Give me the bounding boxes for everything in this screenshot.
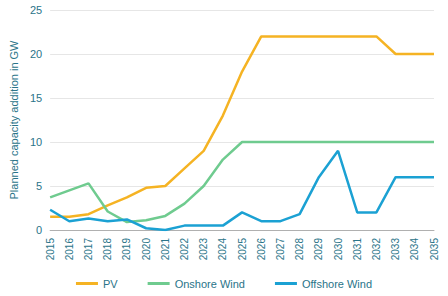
svg-text:0: 0	[36, 224, 42, 236]
svg-text:2022: 2022	[179, 238, 190, 261]
svg-text:2032: 2032	[371, 238, 382, 261]
svg-text:2026: 2026	[256, 238, 267, 261]
svg-text:Planned capacity addition in G: Planned capacity addition in GW	[8, 40, 20, 200]
svg-text:2023: 2023	[198, 238, 209, 261]
svg-text:2024: 2024	[217, 238, 228, 261]
svg-text:2033: 2033	[390, 238, 401, 261]
svg-text:2016: 2016	[64, 238, 75, 261]
svg-text:2018: 2018	[102, 238, 113, 261]
svg-text:Onshore Wind: Onshore Wind	[175, 278, 245, 290]
svg-text:2017: 2017	[83, 238, 94, 261]
svg-text:2035: 2035	[429, 238, 440, 261]
svg-text:2031: 2031	[352, 238, 363, 261]
svg-text:PV: PV	[103, 278, 118, 290]
svg-text:15: 15	[30, 92, 42, 104]
svg-text:2025: 2025	[237, 238, 248, 261]
svg-text:2030: 2030	[333, 238, 344, 261]
svg-text:10: 10	[30, 136, 42, 148]
svg-text:2034: 2034	[409, 238, 420, 261]
svg-text:5: 5	[36, 180, 42, 192]
svg-text:2029: 2029	[313, 238, 324, 261]
svg-text:2019: 2019	[121, 238, 132, 261]
svg-text:2027: 2027	[275, 238, 286, 261]
svg-text:2021: 2021	[160, 238, 171, 261]
svg-text:2020: 2020	[141, 238, 152, 261]
svg-text:20: 20	[30, 48, 42, 60]
svg-text:2028: 2028	[294, 238, 305, 261]
svg-text:25: 25	[30, 4, 42, 16]
svg-text:Offshore Wind: Offshore Wind	[302, 278, 372, 290]
svg-text:2015: 2015	[45, 238, 56, 261]
